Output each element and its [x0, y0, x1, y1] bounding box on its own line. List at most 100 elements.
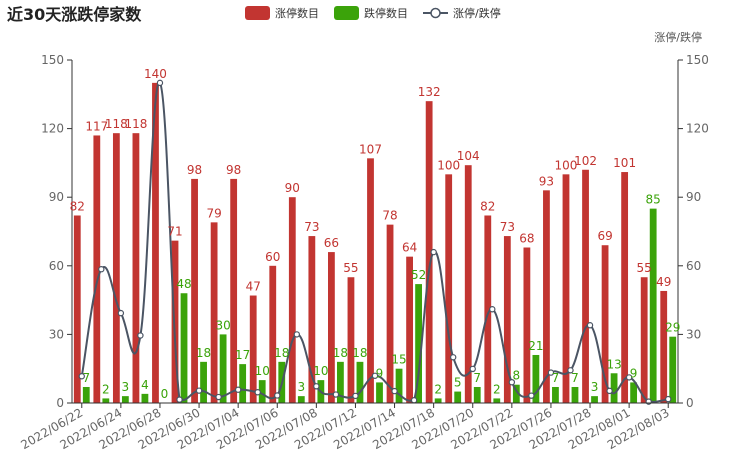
limit-down-value-label: 9 — [376, 366, 384, 380]
limit-up-bar — [347, 277, 355, 403]
ratio-line-point — [508, 378, 516, 386]
limit-down-bar — [610, 373, 618, 403]
limit-down-bar — [649, 208, 657, 403]
limit-up-bar — [543, 190, 550, 403]
limit-up-value-label: 118 — [124, 117, 147, 131]
limit-up-bar — [132, 133, 140, 403]
limit-up-bar — [152, 82, 159, 403]
ratio-line-point — [489, 306, 496, 313]
ratio-line-point — [625, 374, 633, 381]
limit-up-bar — [464, 165, 472, 403]
limit-up-value-label: 66 — [324, 236, 339, 250]
limit-down-value-label: 7 — [571, 371, 579, 385]
limit-up-bar — [601, 245, 609, 403]
left-axis-tick-label: 120 — [41, 122, 64, 136]
ratio-line-point — [391, 387, 398, 395]
limit-up-value-label: 132 — [418, 85, 441, 99]
limit-down-bar — [571, 386, 579, 403]
limit-up-bar — [562, 174, 570, 403]
right-axis-tick-label: 90 — [686, 190, 701, 204]
limit-up-value-label: 68 — [519, 232, 534, 246]
limit-down-bar — [219, 334, 227, 403]
ratio-line-point — [195, 387, 203, 394]
limit-up-bar — [308, 236, 316, 403]
limit-up-value-label: 78 — [382, 209, 397, 223]
left-axis-tick-label: 150 — [41, 53, 64, 67]
limit-up-bar — [386, 224, 394, 403]
limit-down-value-label: 30 — [215, 318, 230, 332]
ratio-line-point — [528, 392, 535, 399]
limit-up-bar — [445, 174, 453, 403]
limit-down-value-label: 4 — [141, 378, 149, 392]
limit-up-value-label: 64 — [402, 241, 417, 255]
right-y-axis: 0 30 60 90 120 150 — [677, 53, 709, 410]
limit-up-bar — [367, 158, 374, 403]
ratio-line-point — [117, 309, 125, 317]
limit-down-bar — [512, 384, 520, 403]
limit-down-bar — [532, 354, 540, 403]
limit-up-bar — [230, 178, 238, 403]
ratio-line-point — [137, 332, 144, 339]
limit-up-value-label: 107 — [359, 142, 382, 156]
ratio-line-point — [567, 367, 574, 374]
limit-down-value-label: 3 — [591, 380, 599, 394]
x-axis: 2022/06/222022/06/242022/06/282022/06/30… — [18, 402, 678, 452]
left-axis-tick-label: 30 — [49, 327, 64, 341]
limit-up-value-label: 55 — [637, 261, 652, 275]
limit-down-value-label: 9 — [630, 366, 638, 380]
limit-up-bar — [269, 265, 277, 403]
ratio-line-point — [313, 383, 320, 390]
limit-up-bar — [621, 172, 629, 403]
limit-down-value-label: 10 — [255, 364, 270, 378]
right-axis-tick-label: 30 — [686, 327, 701, 341]
limit-down-value-label: 7 — [552, 371, 560, 385]
limit-up-value-label: 73 — [500, 220, 515, 234]
limit-up-bar — [249, 295, 257, 403]
limit-up-value-label: 82 — [70, 199, 85, 213]
limit-up-labels: 8211711811814071987998476090736655107786… — [70, 67, 672, 294]
left-axis-tick-label: 60 — [49, 259, 64, 273]
ratio-line-point — [586, 322, 594, 329]
ratio-line-point — [606, 387, 613, 395]
right-axis-tick-label: 150 — [686, 53, 709, 67]
limit-down-value-label: 17 — [235, 348, 250, 362]
ratio-line-point — [469, 365, 476, 373]
limit-down-value-label: 2 — [102, 382, 110, 396]
limit-up-value-label: 102 — [574, 154, 597, 168]
ratio-line-point — [234, 386, 242, 393]
right-axis-tick-label: 0 — [686, 396, 694, 410]
limit-down-value-label: 10 — [313, 364, 328, 378]
legend-item-limit-up[interactable]: 涨停数目 — [245, 6, 319, 20]
legend-item-limit-down[interactable]: 跌停数目 — [334, 6, 408, 20]
limit-down-value-label: 2 — [434, 382, 442, 396]
limit-down-bar — [297, 396, 305, 403]
limit-up-value-label: 69 — [597, 229, 612, 243]
limit-down-value-label: 0 — [161, 387, 169, 401]
limit-down-bar — [102, 398, 110, 403]
limit-up-value-label: 98 — [226, 163, 241, 177]
right-axis-tick-label: 60 — [686, 259, 701, 273]
legend-item-ratio[interactable]: 涨停/跌停 — [423, 6, 501, 20]
ratio-line-point — [176, 396, 183, 403]
limit-up-value-label: 73 — [304, 220, 319, 234]
limit-down-bar — [669, 336, 677, 403]
limit-down-value-label: 48 — [176, 277, 191, 291]
right-axis-name: 涨停/跌停 — [654, 30, 702, 44]
ratio-line-point — [352, 392, 359, 400]
limit-down-value-label: 7 — [473, 371, 481, 385]
limit-up-bar — [73, 215, 81, 403]
limit-up-value-label: 71 — [167, 225, 182, 239]
limit-up-value-label: 90 — [285, 181, 300, 195]
ratio-line-point — [98, 266, 105, 273]
limit-down-value-label: 13 — [606, 357, 621, 371]
limit-down-bar — [454, 391, 462, 403]
ratio-line-point — [215, 393, 222, 401]
limit-down-bar — [434, 398, 442, 403]
limit-up-value-label: 117 — [85, 119, 108, 133]
ratio-line-point — [156, 79, 164, 87]
legend: 涨停数目 跌停数目 涨停/跌停 — [245, 6, 501, 20]
limit-down-bar — [395, 368, 403, 403]
